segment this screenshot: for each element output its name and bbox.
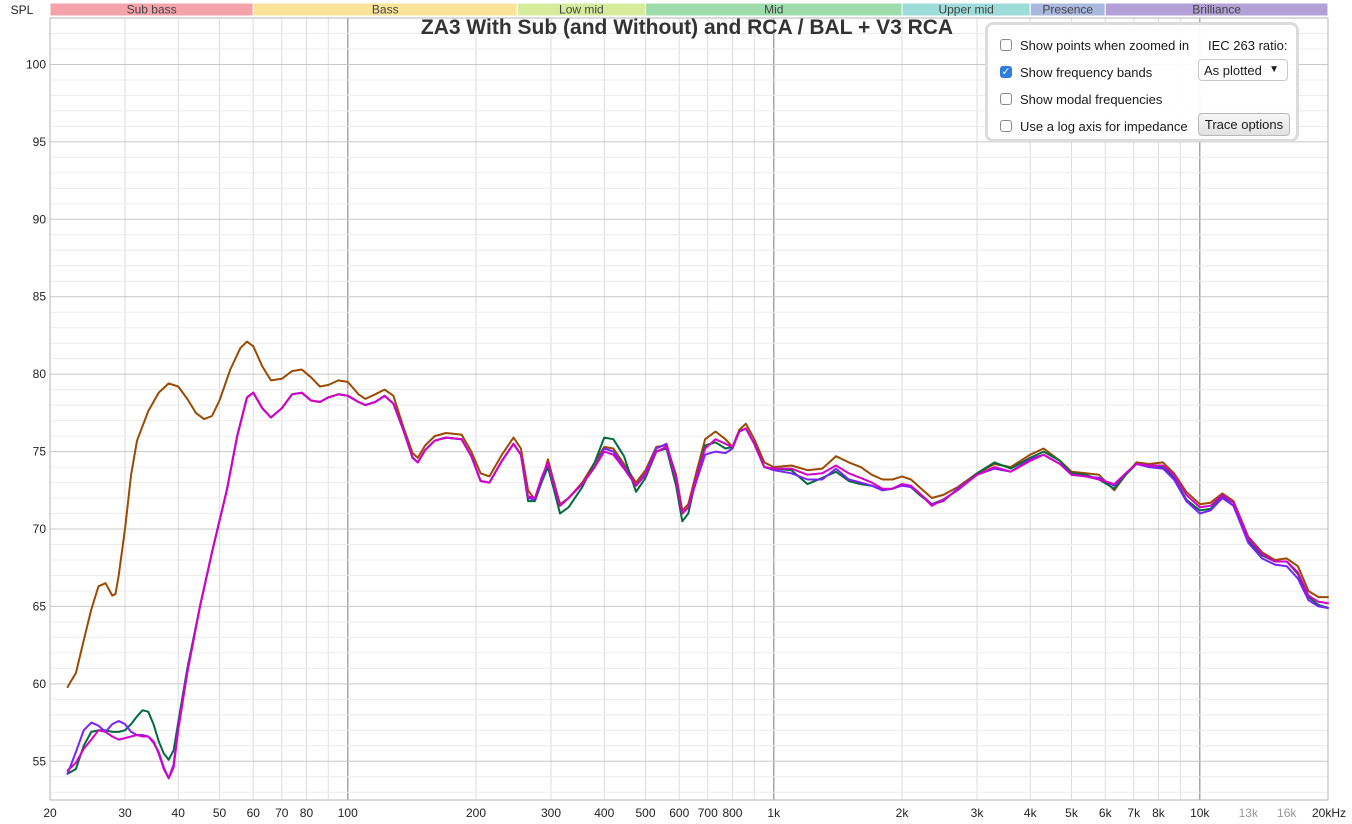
x-tick-label: 16k	[1277, 806, 1297, 820]
y-tick-label: 60	[33, 677, 47, 691]
log-impedance-checkbox[interactable]	[1000, 120, 1012, 132]
x-tick-label: 30	[118, 806, 132, 820]
x-tick-label: 10k	[1190, 806, 1210, 820]
show-bands-checkbox[interactable]: ✓	[1000, 66, 1012, 78]
x-tick-label: 60	[247, 806, 261, 820]
band-label: Upper mid	[938, 3, 993, 17]
y-tick-label: 70	[33, 522, 47, 536]
x-tick-label: 6k	[1099, 806, 1113, 820]
x-tick-label: 600	[669, 806, 689, 820]
x-tick-label: 4k	[1024, 806, 1038, 820]
x-tick-label: 400	[594, 806, 614, 820]
x-tick-label: 3k	[971, 806, 985, 820]
y-tick-label: 100	[26, 57, 46, 71]
series-layer	[66, 340, 1329, 780]
y-tick-label: 80	[33, 367, 47, 381]
iec-ratio-select[interactable]: As plotted ▼	[1198, 59, 1288, 81]
show-points-row[interactable]: Show points when zoomed in	[1000, 35, 1189, 55]
x-tick-label: 40	[172, 806, 186, 820]
x-tick-label: 7k	[1127, 806, 1141, 820]
x-tick-label: 300	[541, 806, 561, 820]
trace-options-button[interactable]: Trace options	[1198, 113, 1290, 136]
band-label: Bass	[372, 3, 399, 17]
x-tick-label: 800	[722, 806, 742, 820]
series-line-3	[66, 391, 1329, 780]
x-tick-label: 20	[43, 806, 57, 820]
series-line-2	[66, 391, 1329, 780]
options-panel: Show points when zoomed in IEC 263 ratio…	[985, 22, 1299, 142]
chart-title: ZA3 With Sub (and Without) and RCA / BAL…	[421, 16, 953, 39]
x-tick-label: 80	[300, 806, 314, 820]
show-modal-row[interactable]: Show modal frequencies	[1000, 89, 1162, 109]
x-tick-label: 50	[213, 806, 227, 820]
x-tick-label: 70	[275, 806, 289, 820]
y-tick-label: 55	[33, 754, 47, 768]
y-tick-label: 95	[33, 135, 47, 149]
show-bands-row[interactable]: ✓ Show frequency bands	[1000, 62, 1152, 82]
show-points-label: Show points when zoomed in	[1020, 37, 1190, 53]
series-line-0	[66, 340, 1329, 688]
band-label: Mid	[764, 3, 783, 17]
band-6	[1104, 2, 1329, 17]
log-impedance-row[interactable]: Use a log axis for impedance	[1000, 116, 1188, 136]
x-tick-label: 200	[466, 806, 486, 820]
plot-border	[49, 17, 1329, 801]
show-bands-label: Show frequency bands	[1020, 64, 1153, 80]
series-line-1	[66, 391, 1329, 775]
band-label: Brilliance	[1192, 3, 1241, 17]
show-points-checkbox[interactable]	[1000, 39, 1012, 51]
plot-frame	[49, 17, 1329, 801]
iec-ratio-label: IEC 263 ratio:	[1208, 37, 1288, 53]
band-label: Sub bass	[127, 3, 177, 17]
band-label: Presence	[1042, 3, 1093, 17]
x-tick-label: 1k	[767, 806, 781, 820]
band-label: Low mid	[559, 3, 604, 17]
chevron-down-icon: ▼	[1269, 64, 1279, 75]
y-tick-label: 90	[33, 212, 47, 226]
y-tick-label: 75	[33, 445, 47, 459]
x-tick-label: 500	[636, 806, 656, 820]
y-tick-label: 65	[33, 599, 47, 613]
y-tick-label: 85	[33, 290, 47, 304]
y-axis-label: SPL	[11, 3, 34, 17]
show-modal-label: Show modal frequencies	[1020, 91, 1163, 107]
show-modal-checkbox[interactable]	[1000, 93, 1012, 105]
x-tick-label: 8k	[1152, 806, 1166, 820]
x-tick-label: 2k	[896, 806, 910, 820]
x-tick-label: 5k	[1065, 806, 1079, 820]
log-impedance-label: Use a log axis for impedance	[1020, 118, 1188, 134]
grid	[49, 17, 1329, 800]
iec-ratio-value: As plotted	[1204, 62, 1262, 78]
x-tick-label: 13k	[1239, 806, 1259, 820]
x-tick-label: 100	[338, 806, 358, 820]
x-tick-label: 700	[698, 806, 718, 820]
frequency-bands: Sub bass Bass Low mid Mid Upper mid Presence B…	[49, 2, 1329, 17]
tick-labels: 55 60 65 70 75 80 85 90 95 100 20 30 40 50 60 70 80 100 20…	[26, 57, 1346, 820]
x-tick-label: 20kHz	[1312, 806, 1346, 820]
